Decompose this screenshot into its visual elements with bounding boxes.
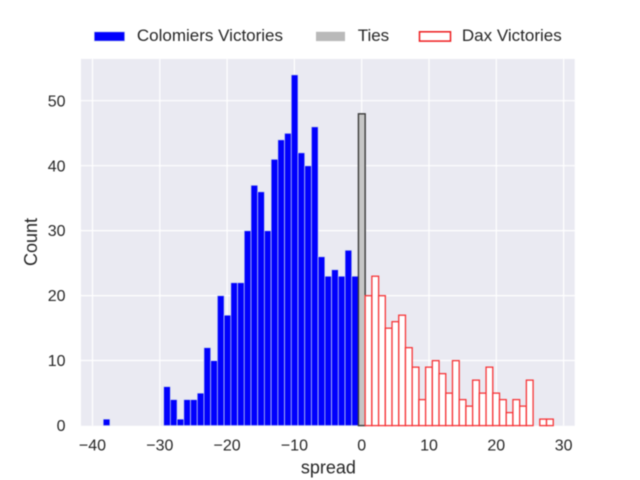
svg-text:−10: −10 — [281, 438, 308, 455]
svg-text:30: 30 — [48, 223, 66, 240]
svg-text:Count: Count — [21, 218, 41, 266]
svg-text:0: 0 — [57, 418, 66, 435]
svg-text:spread: spread — [301, 457, 356, 477]
svg-text:Ties: Ties — [358, 26, 390, 45]
svg-text:−20: −20 — [214, 438, 241, 455]
svg-text:−30: −30 — [146, 438, 173, 455]
svg-text:−40: −40 — [79, 438, 106, 455]
svg-text:10: 10 — [48, 353, 66, 370]
svg-text:30: 30 — [555, 438, 573, 455]
svg-text:20: 20 — [48, 288, 66, 305]
svg-text:10: 10 — [420, 438, 438, 455]
svg-text:50: 50 — [48, 93, 66, 110]
svg-text:20: 20 — [487, 438, 505, 455]
svg-text:Dax Victories: Dax Victories — [462, 26, 562, 45]
svg-text:0: 0 — [357, 438, 366, 455]
svg-text:40: 40 — [48, 158, 66, 175]
svg-text:Colomiers Victories: Colomiers Victories — [137, 26, 283, 45]
